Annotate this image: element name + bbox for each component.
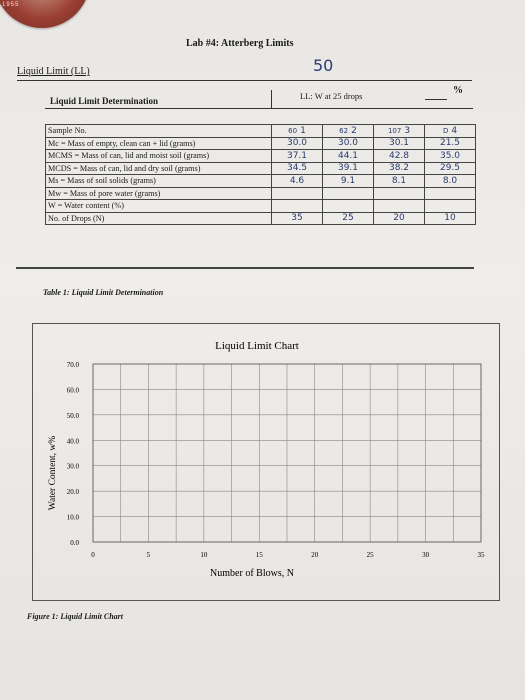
- y-tick-label: 0.0: [70, 539, 79, 547]
- handwritten-cell: [271, 186, 323, 200]
- handwritten-cell: 30.0: [271, 136, 323, 150]
- handwritten-cell: [373, 186, 425, 200]
- handwritten-cell: 62 2: [322, 124, 374, 138]
- handwritten-cell: [424, 199, 476, 213]
- table-row: Mc = Mass of empty, clean can + lid (gra…: [45, 136, 476, 150]
- liquid-limit-label: Liquid Limit (LL): [17, 66, 90, 77]
- row-label: Sample No.: [45, 124, 272, 138]
- row-label: MCMS = Mass of can, lid and moist soil (…: [45, 149, 272, 163]
- row-label: Ms = Mass of soil solids (grams): [45, 174, 272, 188]
- row-label: W = Water content (%): [45, 199, 272, 213]
- ll-answer-blank: [425, 99, 447, 100]
- liquid-limit-table: Sample No. 60 1 62 2 107 3 D 4 Mc = Mass of empty…: [45, 124, 476, 225]
- table-row: Ms = Mass of soil solids (grams) 4.6 9.1 8.…: [45, 174, 476, 188]
- row-label: MCDS = Mass of can, lid and dry soil (gr…: [45, 161, 272, 175]
- chart-frame: Liquid Limit Chart 0.0 10.0 20.0 30.0 40.0 50.…: [32, 323, 500, 601]
- handwritten-cell: 9.1: [322, 174, 374, 188]
- can-id: 62: [339, 126, 349, 135]
- ll-at-25-label: LL: W at 25 drops: [300, 91, 363, 101]
- seal-text: 1955: [2, 2, 20, 8]
- handwritten-cell: [271, 199, 323, 213]
- table-row: MCDS = Mass of can, lid and dry soil (gr…: [45, 161, 476, 175]
- handwritten-cell: 35.0: [424, 149, 476, 163]
- handwritten-cell: [322, 186, 374, 200]
- y-tick-label: 30.0: [67, 463, 80, 471]
- x-tick-label: 5: [147, 551, 151, 559]
- handwritten-cell: 10: [424, 211, 476, 225]
- x-tick-label: 30: [422, 551, 430, 559]
- handwritten-cell: 35: [271, 211, 323, 225]
- handwritten-cell: [322, 199, 374, 213]
- handwritten-cell: 38.2: [373, 161, 425, 175]
- can-id: 107: [387, 126, 402, 135]
- sample-number: 4: [451, 125, 458, 136]
- y-tick-label: 20.0: [67, 488, 80, 496]
- y-tick-label: 40.0: [67, 437, 80, 445]
- handwritten-cell: 44.1: [322, 149, 374, 163]
- handwritten-cell: 30.0: [322, 136, 374, 150]
- table-row: W = Water content (%): [45, 199, 476, 213]
- handwritten-cell: 4.6: [271, 174, 323, 188]
- handwritten-cell: 39.1: [322, 161, 374, 175]
- determination-title: Liquid Limit Determination: [50, 96, 159, 106]
- x-tick-label: 25: [367, 551, 375, 559]
- table-row: Mw = Mass of pore water (grams): [45, 186, 476, 200]
- table-row: Sample No. 60 1 62 2 107 3 D 4: [45, 124, 476, 138]
- can-id: 60: [288, 126, 298, 135]
- handwritten-cell: 29.5: [424, 161, 476, 175]
- handwritten-cell: 37.1: [271, 149, 323, 163]
- handwritten-cell: 42.8: [373, 149, 425, 163]
- handwritten-cell: 34.5: [271, 161, 323, 175]
- header-divider: [271, 90, 272, 108]
- y-axis-label: Water Content, w%: [48, 436, 58, 511]
- y-tick-label: 10.0: [67, 514, 80, 522]
- can-id: D: [442, 126, 449, 135]
- table-row: No. of Drops (N) 35 25 20 10: [45, 211, 476, 225]
- figure-caption: Figure 1: Liquid Limit Chart: [27, 612, 124, 621]
- sample-number: 2: [351, 125, 357, 136]
- x-tick-label: 15: [256, 551, 263, 559]
- table-row: MCMS = Mass of can, lid and moist soil (…: [45, 149, 476, 163]
- sample-number: 3: [404, 125, 411, 136]
- y-tick-label: 60.0: [67, 386, 80, 394]
- y-tick-label: 70.0: [67, 361, 80, 369]
- handwritten-cell: 20: [373, 211, 425, 225]
- header-rule: [45, 108, 473, 109]
- percent-sign: %: [453, 85, 463, 96]
- lab-title: Lab #4: Atterberg Limits: [186, 38, 294, 49]
- sample-number: 1: [300, 125, 306, 136]
- x-tick-label: 20: [311, 551, 319, 559]
- university-seal: 1955: [0, 0, 90, 28]
- x-tick-label: 0: [91, 551, 95, 559]
- plot-area: [92, 363, 482, 543]
- row-label: Mw = Mass of pore water (grams): [45, 186, 272, 200]
- handwritten-cell: 25: [322, 211, 374, 225]
- handwritten-cell: 30.1: [373, 136, 425, 150]
- section-separator: [16, 267, 474, 269]
- row-label: No. of Drops (N): [45, 211, 272, 225]
- handwritten-cell: [373, 199, 425, 213]
- x-tick-label: 10: [200, 551, 208, 559]
- handwritten-cell: [424, 186, 476, 200]
- row-label: Mc = Mass of empty, clean can + lid (gra…: [45, 136, 272, 150]
- liquid-limit-underline: [17, 80, 472, 81]
- liquid-limit-value: 50: [313, 56, 334, 75]
- x-tick-label: 35: [478, 551, 486, 559]
- chart-title: Liquid Limit Chart: [215, 340, 299, 352]
- handwritten-cell: 21.5: [424, 136, 476, 150]
- handwritten-cell: 107 3: [373, 124, 425, 138]
- handwritten-cell: 60 1: [271, 124, 323, 138]
- handwritten-cell: 8.0: [424, 174, 476, 188]
- y-tick-label: 50.0: [67, 412, 80, 420]
- handwritten-cell: 8.1: [373, 174, 425, 188]
- table-caption: Table 1: Liquid Limit Determination: [43, 288, 164, 297]
- liquid-limit-chart: Liquid Limit Chart 0.0 10.0 20.0 30.0 40.0 50.…: [48, 340, 486, 579]
- x-axis-label: Number of Blows, N: [210, 568, 294, 579]
